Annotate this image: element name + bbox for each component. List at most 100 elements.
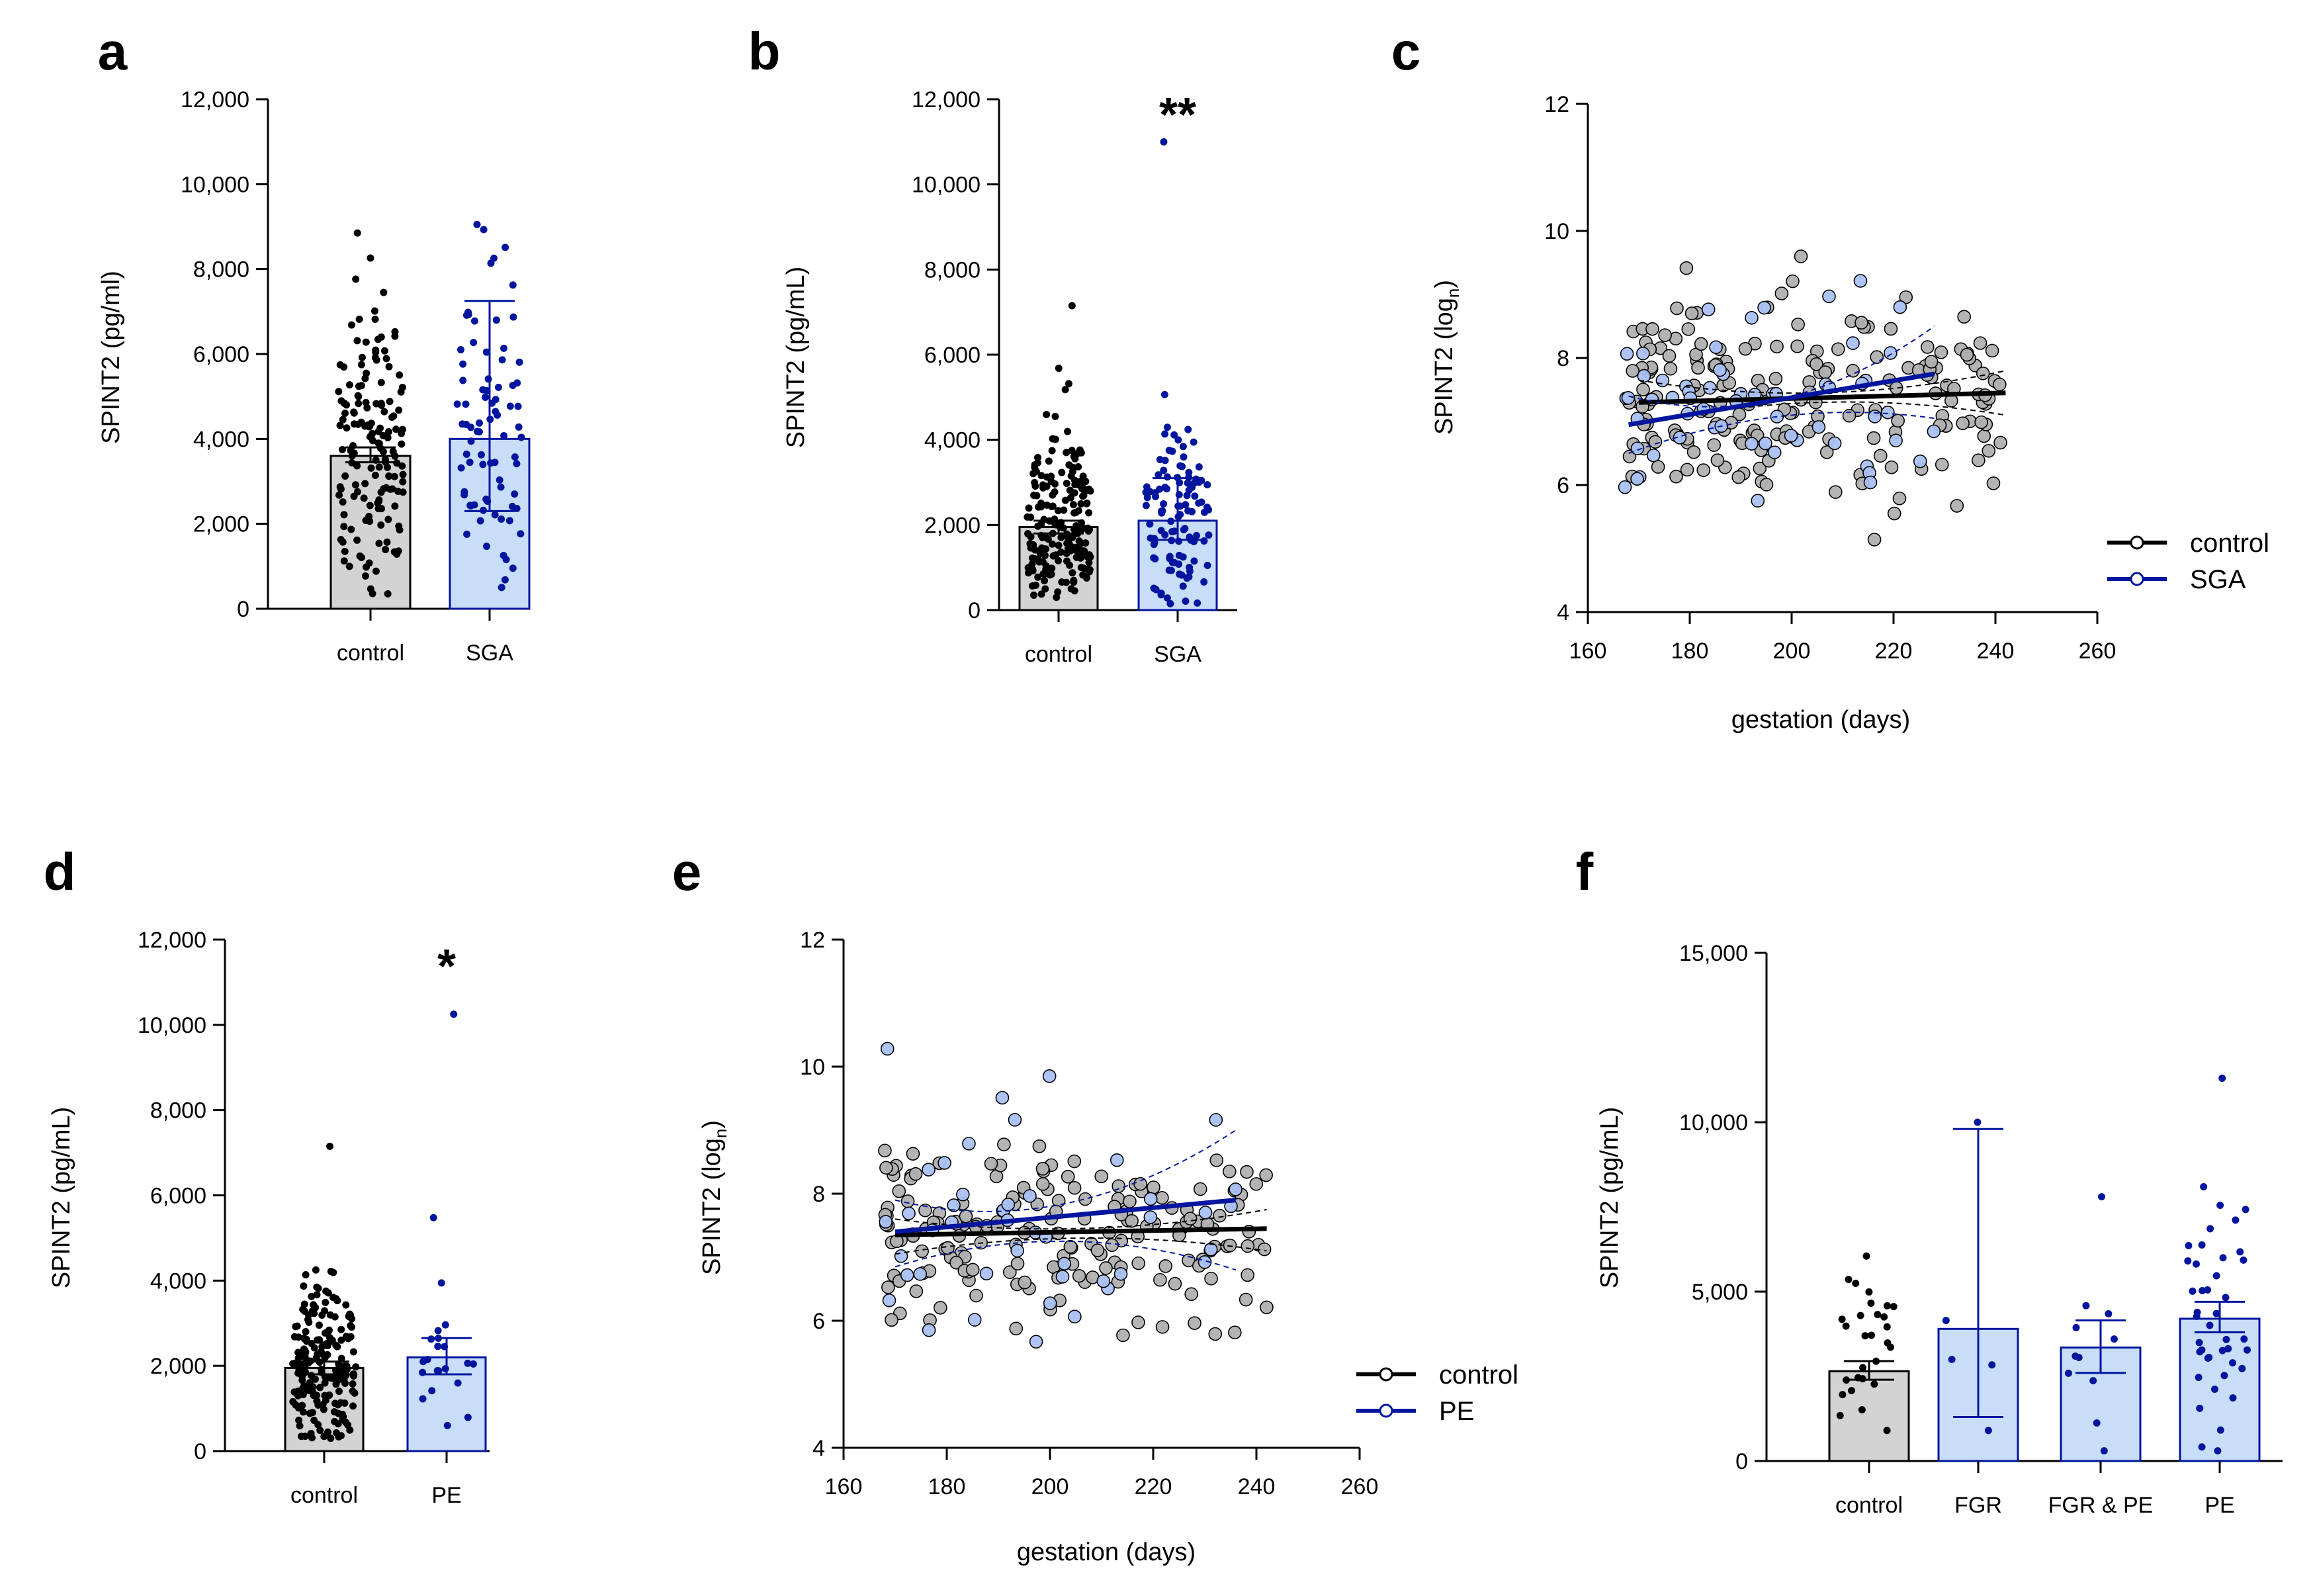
data-point xyxy=(366,433,374,441)
scatter-point-control xyxy=(1993,377,2007,392)
y-axis-label-text: SPINT2 (pg/mL) xyxy=(48,1107,75,1289)
data-point xyxy=(308,1340,316,1348)
data-point xyxy=(1033,459,1041,467)
scatter-point-control xyxy=(949,1255,963,1270)
data-point xyxy=(342,1333,350,1341)
scatter-point-control xyxy=(1260,1300,1274,1315)
scatter-point-control xyxy=(1259,1168,1273,1182)
y-axis-label: SPINT2 (pg/mL) xyxy=(782,267,810,449)
scatter-point-control xyxy=(906,1147,920,1161)
data-point xyxy=(382,484,390,492)
data-point xyxy=(1880,1313,1888,1321)
scatter-point-control xyxy=(1105,1238,1119,1253)
data-point xyxy=(1033,454,1041,462)
scatter-point-control xyxy=(1663,361,1678,376)
scatter-point-control xyxy=(1648,435,1663,449)
data-point xyxy=(443,1421,451,1429)
data-point xyxy=(462,400,470,408)
data-point xyxy=(337,485,345,493)
scatter-point-sga xyxy=(1620,347,1634,361)
data-point xyxy=(380,288,388,296)
scatter-point-control xyxy=(1982,443,1996,458)
data-point xyxy=(1858,1406,1866,1414)
data-point xyxy=(1174,436,1182,444)
data-point xyxy=(340,363,348,371)
data-point xyxy=(1166,599,1174,607)
scatter-point-pe xyxy=(880,1042,895,1056)
data-point xyxy=(511,490,519,498)
data-point xyxy=(374,335,382,343)
scatter-point-control xyxy=(1032,1139,1047,1153)
data-point xyxy=(398,429,406,437)
y-tick-label: 0 xyxy=(237,597,249,622)
data-point xyxy=(309,1389,317,1397)
scatter-point-sga xyxy=(1630,441,1645,456)
scatter-point-control xyxy=(1818,365,1833,379)
scatter-point-control xyxy=(1790,339,1804,353)
ci-lower-sga xyxy=(1628,412,1935,454)
scatter-point-sga xyxy=(1853,274,1868,288)
y-tick-label: 4 xyxy=(1557,600,1569,625)
data-point xyxy=(312,1266,320,1274)
data-point xyxy=(371,307,378,315)
data-point xyxy=(380,408,388,416)
data-point xyxy=(360,494,368,502)
data-point xyxy=(479,386,487,394)
data-point xyxy=(316,1336,324,1344)
data-point xyxy=(1838,1315,1846,1323)
data-point xyxy=(1974,1118,1982,1126)
data-point xyxy=(1160,138,1168,146)
data-point xyxy=(340,557,348,565)
scatter-point-control xyxy=(885,1313,898,1327)
data-point xyxy=(2200,1183,2208,1191)
data-point xyxy=(374,439,382,447)
y-tick-label: 5,000 xyxy=(1692,1280,1748,1305)
data-point xyxy=(294,1392,302,1399)
data-point xyxy=(1082,539,1090,547)
panel-label: b xyxy=(748,22,781,81)
scatter-point-pe xyxy=(1143,1210,1158,1224)
data-point xyxy=(314,1421,322,1429)
scatter-point-control xyxy=(1204,1271,1218,1286)
ci-lower-control xyxy=(895,1237,1267,1255)
data-point xyxy=(1184,425,1192,433)
y-axis-label-text: SPINT2 (pg/mL) xyxy=(1596,1107,1624,1289)
scatter-point-control xyxy=(1222,1165,1237,1178)
data-point xyxy=(378,505,386,513)
data-point xyxy=(300,1300,308,1308)
scatter-point-control xyxy=(908,1167,923,1181)
data-point xyxy=(297,1433,305,1441)
data-point xyxy=(1988,1361,1996,1369)
data-point xyxy=(349,1348,357,1356)
scatter-point-control xyxy=(1899,290,1913,304)
scatter-point-control xyxy=(892,1184,906,1198)
y-axis-label-text: SPINT2 (log xyxy=(698,1138,726,1275)
data-point xyxy=(362,398,370,406)
data-point xyxy=(386,398,394,406)
data-point xyxy=(492,316,500,324)
scatter-point-control xyxy=(1645,322,1659,336)
scatter-point-pe xyxy=(1198,1206,1213,1219)
scatter-point-control xyxy=(1873,449,1888,463)
data-point xyxy=(462,450,470,458)
data-point xyxy=(330,1408,338,1416)
data-point xyxy=(394,488,402,496)
scatter-point-control xyxy=(1669,469,1683,484)
y-tick-label: 2,000 xyxy=(150,1354,206,1379)
scatter-point-control xyxy=(1112,1179,1126,1193)
scatter-point-control xyxy=(1622,449,1637,464)
data-point xyxy=(2199,1287,2206,1295)
data-point xyxy=(463,530,471,538)
panel-d: d 0 2,000 4,000 6,000 8,000 10,000 12,000 SPINT2… xyxy=(44,842,490,1508)
y-tick-label: 6,000 xyxy=(150,1184,206,1209)
data-point xyxy=(494,383,502,391)
scatter-point-pe xyxy=(1198,1255,1212,1269)
data-point xyxy=(2193,1260,2201,1268)
data-point xyxy=(2212,1272,2220,1280)
data-point xyxy=(2097,1193,2105,1201)
data-point xyxy=(2195,1339,2203,1347)
scatter-point-pe xyxy=(1110,1153,1124,1167)
scatter-point-sga xyxy=(1637,369,1651,383)
scatter-point-sga xyxy=(1713,363,1727,377)
scatter-point-control xyxy=(1993,435,2007,450)
